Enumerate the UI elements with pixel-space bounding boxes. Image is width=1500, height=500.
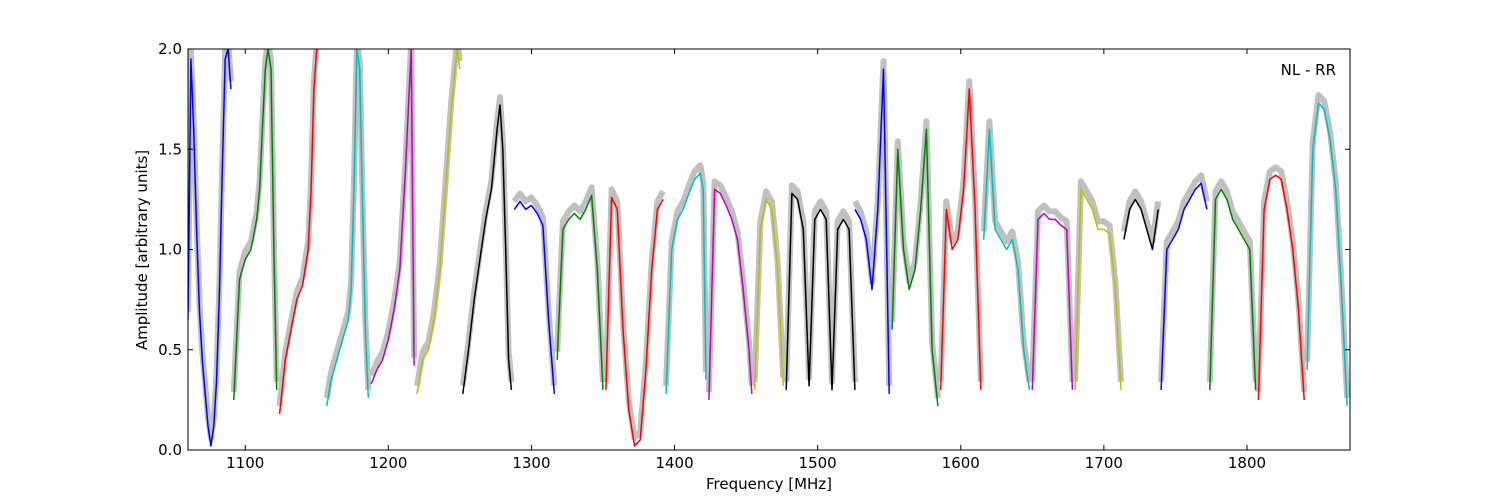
x-tick-label-6: 1700 bbox=[1085, 454, 1123, 472]
envelope-line-4 bbox=[368, 49, 418, 377]
envelope-line-7 bbox=[511, 190, 558, 387]
y-tick-label-1: 0.5 bbox=[158, 341, 182, 359]
x-tick-label-0: 1100 bbox=[226, 454, 264, 472]
series-line-2 bbox=[278, 49, 318, 414]
series-line-6 bbox=[462, 104, 513, 394]
envelope-line-20 bbox=[1120, 188, 1162, 245]
y-tick-label-0: 0.0 bbox=[158, 441, 182, 459]
series-line-22 bbox=[1209, 188, 1257, 390]
series-line-5 bbox=[416, 49, 461, 395]
y-tick-label-2: 1.0 bbox=[158, 241, 182, 259]
envelope-line-1 bbox=[230, 49, 280, 393]
series-line-24 bbox=[1306, 102, 1348, 406]
series-line-3 bbox=[326, 49, 370, 407]
series-line-20 bbox=[1123, 198, 1159, 251]
series-line-11 bbox=[708, 188, 753, 400]
envelope-line-21 bbox=[1158, 172, 1210, 382]
series-line-23 bbox=[1257, 174, 1305, 400]
series-line-8 bbox=[556, 194, 604, 390]
series-line-21 bbox=[1160, 182, 1208, 390]
x-tick-label-4: 1500 bbox=[799, 454, 837, 472]
envelope-line-6 bbox=[459, 94, 515, 387]
ticks-layer: 1100 1200 1300 1400 1500 1600 1700 1800 0.0 0.5 1.… bbox=[158, 40, 1350, 472]
series-line-9 bbox=[605, 196, 664, 447]
envelope-line-13 bbox=[783, 182, 858, 385]
x-tick-label-5: 1600 bbox=[942, 454, 980, 472]
x-tick-label-3: 1400 bbox=[655, 454, 693, 472]
series-line-0 bbox=[188, 49, 232, 447]
envelope-line-18 bbox=[1029, 202, 1076, 382]
series-line-17 bbox=[982, 128, 1031, 391]
series-line-18 bbox=[1031, 212, 1074, 390]
series-line-14 bbox=[854, 68, 890, 394]
y-tick-label-3: 1.5 bbox=[158, 140, 182, 158]
envelope-line-8 bbox=[554, 184, 606, 382]
envelope-line-11 bbox=[705, 178, 755, 392]
x-axis-label: Frequency [MHz] bbox=[706, 475, 832, 493]
x-tick-label-1: 1200 bbox=[369, 454, 407, 472]
series-line-19 bbox=[1074, 188, 1122, 390]
envelope-line-24 bbox=[1304, 92, 1350, 399]
envelope-line-3 bbox=[323, 49, 372, 399]
series-line-1 bbox=[233, 49, 278, 400]
x-tick-label-7: 1800 bbox=[1228, 454, 1266, 472]
series-line-13 bbox=[785, 192, 856, 391]
y-axis-label: Amplitude [arbitrary units] bbox=[133, 150, 151, 350]
envelope-line-10 bbox=[663, 162, 709, 386]
envelope-line-19 bbox=[1072, 178, 1124, 382]
series-line-4 bbox=[370, 49, 415, 385]
y-tick-label-4: 2.0 bbox=[158, 40, 182, 58]
envelope-line-23 bbox=[1255, 164, 1308, 393]
annotation-label: NL - RR bbox=[1281, 61, 1336, 79]
envelope-line-22 bbox=[1206, 178, 1259, 382]
x-tick-label-2: 1300 bbox=[512, 454, 550, 472]
envelope-line-2 bbox=[276, 49, 320, 407]
envelope-line-16 bbox=[937, 78, 984, 382]
series-line-10 bbox=[665, 172, 707, 394]
series-line-7 bbox=[513, 200, 556, 394]
series-line-15 bbox=[891, 128, 939, 406]
series-line-16 bbox=[939, 88, 982, 390]
envelope-line-9 bbox=[602, 186, 666, 441]
series-layer bbox=[188, 49, 1350, 447]
series-line-12 bbox=[753, 198, 785, 390]
